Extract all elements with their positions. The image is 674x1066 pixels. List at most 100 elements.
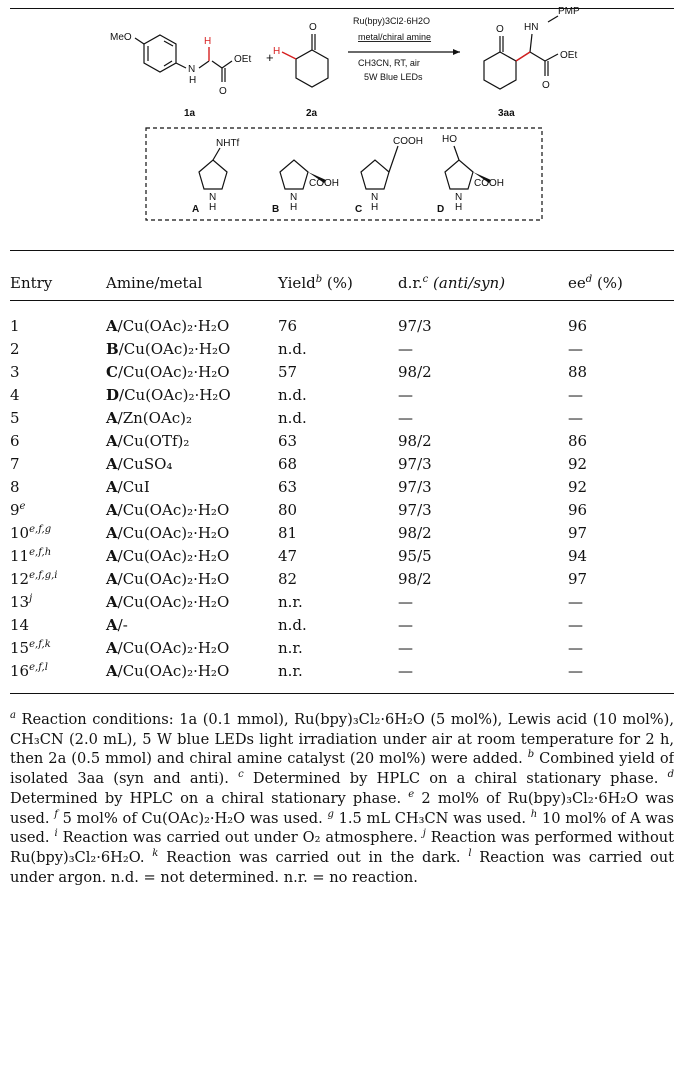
alpha-h-label: H [204, 36, 211, 47]
metal-label: /Cu(OAc)₂·H₂O [117, 546, 230, 565]
cell-entry: 1 [10, 314, 106, 337]
amine-label: B [106, 339, 119, 358]
header-dr-detail: (anti/syn) [428, 274, 506, 292]
entry-number: 13 [10, 592, 30, 611]
table-footnotes: a Reaction conditions: 1a (0.1 mmol), Ru… [10, 710, 674, 887]
condition-metal-amine: metal/chiral amine [358, 32, 431, 42]
cell-amine-metal: B/Cu(OAc)₂·H₂O [106, 337, 278, 360]
cell-amine-metal: A/Cu(OAc)₂·H₂O [106, 567, 278, 590]
product-hn-label: HN [524, 22, 538, 33]
cell-dr: 97/3 [398, 477, 432, 496]
results-table: Entry Amine/metal Yieldb (%) d.r.c (anti… [10, 266, 674, 682]
cell-ee: 97 [568, 569, 588, 588]
cell-entry: 14 [10, 613, 106, 636]
table-row: 6 A/Cu(OTf)₂ 63 98/2 86 [10, 429, 674, 452]
cell-yield: 57 [278, 362, 298, 381]
condition-light: 5W Blue LEDs [364, 72, 423, 82]
header-ee-text: ee [568, 274, 586, 292]
ester-o-label: O [219, 86, 227, 97]
entry-footnote-mark: e,f,h [29, 546, 52, 558]
cell-ee: — [568, 661, 583, 680]
cell-amine-metal: A/- [106, 613, 278, 636]
cell-ee: 97 [568, 523, 588, 542]
footnote-mark: d [667, 769, 674, 781]
footnote-f: f 5 mol% of Cu(OAc)₂·H₂O was used. [54, 809, 327, 827]
table-row: 2 B/Cu(OAc)₂·H₂O n.d. — — [10, 337, 674, 360]
table-row: 10e,f,g A/Cu(OAc)₂·H₂O 81 98/2 97 [10, 521, 674, 544]
cell-entry: 15e,f,k [10, 636, 106, 659]
header-yield: Yieldb (%) [278, 266, 398, 300]
cell-dr: 97/3 [398, 500, 432, 519]
header-yield-text: Yield [278, 274, 316, 292]
cell-yield: 80 [278, 500, 298, 519]
cell-amine-metal: A/Cu(OAc)₂·H₂O [106, 521, 278, 544]
amine-label: A [106, 523, 118, 542]
footnote-mark: c [238, 769, 244, 781]
cell-dr: 98/2 [398, 362, 432, 381]
table-row: 16e,f,l A/Cu(OAc)₂·H₂O n.r. — — [10, 659, 674, 682]
cell-yield: 82 [278, 569, 298, 588]
amine-label: A [106, 316, 118, 335]
cell-entry: 9e [10, 498, 106, 521]
cell-entry: 4 [10, 383, 106, 406]
compound-label-3aa: 3aa [498, 108, 515, 119]
table-row: 15e,f,k A/Cu(OAc)₂·H₂O n.r. — — [10, 636, 674, 659]
cell-ee: 88 [568, 362, 588, 381]
cell-entry: 16e,f,l [10, 659, 106, 682]
table-row: 12e,f,g,i A/Cu(OAc)₂·H₂O 82 98/2 97 [10, 567, 674, 590]
entry-number: 1 [10, 316, 20, 335]
amine-label: D [106, 385, 120, 404]
catalyst-b-h: H [290, 202, 297, 213]
cell-entry: 13j [10, 590, 106, 613]
entry-number: 14 [10, 615, 30, 634]
header-dr-mark: c [422, 274, 429, 285]
amine-label: A [106, 638, 118, 657]
header-ee: eed (%) [568, 266, 674, 300]
ester-oet-label: OEt [234, 54, 251, 65]
catalyst-a-n: N [209, 192, 216, 203]
cell-yield: 81 [278, 523, 298, 542]
metal-label: /CuSO₄ [117, 454, 173, 473]
entry-number: 10 [10, 523, 30, 542]
cell-ee: — [568, 339, 583, 358]
entry-footnote-mark: e,f,g [29, 523, 52, 535]
table-row: 5 A/Zn(OAc)₂ n.d. — — [10, 406, 674, 429]
cell-dr: 97/3 [398, 316, 432, 335]
footnote-text: 5 mol% of Cu(OAc)₂·H₂O was used. [62, 809, 323, 827]
entry-number: 6 [10, 431, 20, 450]
amine-label: A [106, 431, 118, 450]
metal-label: /Cu(OAc)₂·H₂O [117, 500, 230, 519]
entry-number: 15 [10, 638, 30, 657]
cell-amine-metal: A/Zn(OAc)₂ [106, 406, 278, 429]
footnote-text: 10 mol% of A was used. [10, 809, 674, 847]
entry-footnote-mark: e,f,g,i [29, 569, 58, 581]
product-carbonyl-o-label: O [542, 80, 550, 91]
cell-ee: 96 [568, 500, 588, 519]
cell-entry: 3 [10, 360, 106, 383]
amine-n-label: N [188, 64, 195, 75]
cell-entry: 2 [10, 337, 106, 360]
cell-yield: 63 [278, 477, 298, 496]
entry-number: 12 [10, 569, 30, 588]
footnote-mark: a [10, 710, 16, 722]
table-bottom-rule [10, 693, 674, 694]
metal-label: /Cu(OAc)₂·H₂O [117, 638, 230, 657]
metal-label: /Cu(OAc)₂·H₂O [117, 592, 230, 611]
footnote-j: j Reaction was performed without Ru(bpy)… [10, 829, 674, 866]
cell-dr: 98/2 [398, 523, 432, 542]
catalyst-b-label: B [272, 204, 279, 215]
metal-label: /Cu(OAc)₂·H₂O [117, 661, 230, 680]
footnote-text: Reaction was carried out under O₂ atmosp… [62, 829, 418, 847]
footnote-c: c Determined by HPLC on a chiral station… [238, 770, 668, 787]
cell-ee: — [568, 408, 583, 427]
header-ee-unit: (%) [592, 274, 623, 292]
cell-amine-metal: A/Cu(OAc)₂·H₂O [106, 590, 278, 613]
cell-dr: — [398, 638, 413, 657]
footnote-text: Reaction was carried out under argon. n.… [10, 848, 674, 886]
footnote-mark: j [422, 828, 426, 840]
footnote-text: 1.5 mL CH₃CN was used. [338, 809, 527, 827]
catalyst-a-h: H [209, 202, 216, 213]
footnote-text: Reaction conditions: 1a (0.1 mmol), Ru(b… [10, 711, 674, 768]
footnote-i: i Reaction was carried out under O₂ atmo… [54, 829, 422, 846]
cell-dr: 98/2 [398, 431, 432, 450]
